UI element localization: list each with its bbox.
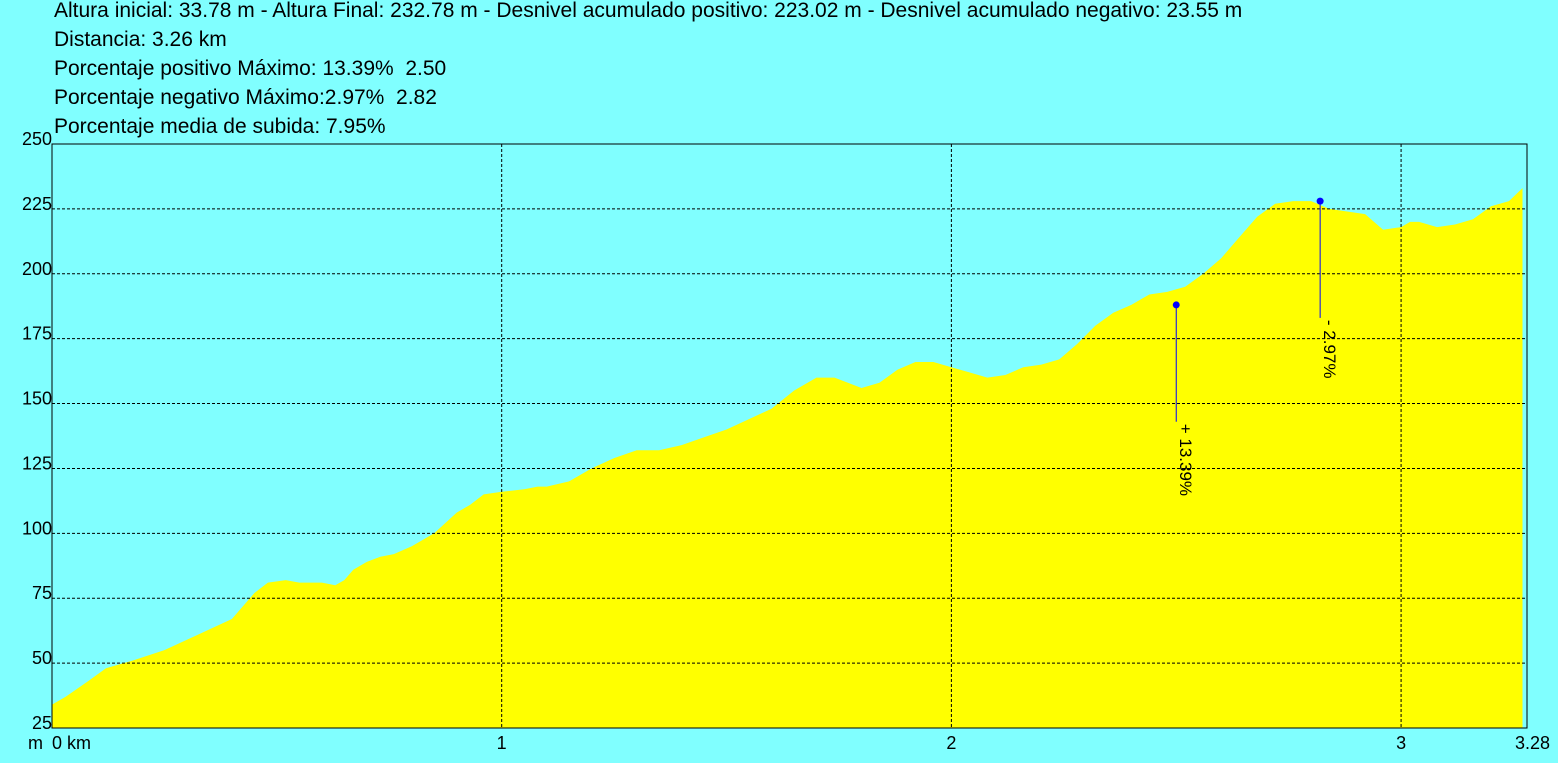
- marker-label: - 2.97%: [1320, 320, 1339, 379]
- x-tick-label: 3: [1396, 733, 1406, 753]
- y-unit-label: m: [28, 733, 43, 753]
- y-tick-label: 125: [22, 453, 52, 473]
- marker-label: + 13.39%: [1176, 424, 1195, 496]
- y-tick-label: 225: [22, 194, 52, 214]
- y-tick-label: 200: [22, 259, 52, 279]
- x-tick-label: 0 km: [52, 733, 91, 753]
- x-tick-label: 2: [946, 733, 956, 753]
- y-tick-label: 175: [22, 324, 52, 344]
- y-tick-label: 150: [22, 389, 52, 409]
- x-tick-label: 1: [497, 733, 507, 753]
- marker-dot: [1173, 301, 1180, 308]
- y-tick-label: 250: [22, 129, 52, 149]
- y-tick-label: 75: [32, 583, 52, 603]
- y-tick-label: 100: [22, 518, 52, 538]
- y-tick-label: 50: [32, 648, 52, 668]
- y-tick-label: 25: [32, 713, 52, 733]
- x-tick-label: 3.28: [1515, 733, 1550, 753]
- marker-dot: [1317, 198, 1324, 205]
- elevation-area: [52, 188, 1523, 728]
